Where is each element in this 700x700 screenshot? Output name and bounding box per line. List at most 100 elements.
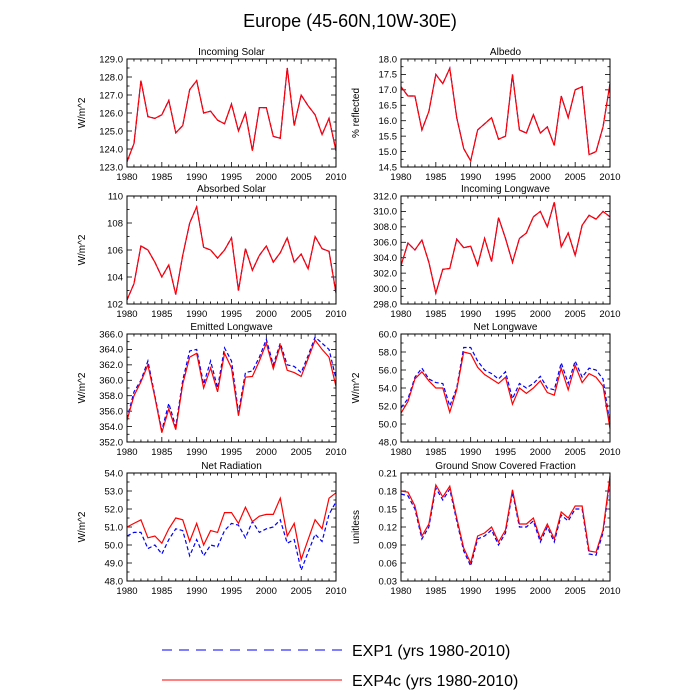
ground-snow-covered-fraction-exp1-line [400,478,611,568]
emitted-longwave-ytick-label: 366.0 [99,329,123,340]
incoming-longwave-xtick-label: 1995 [495,309,516,320]
incoming-solar-panel: Incoming Solar W/m^2 1980 1985 1990 1995 2000 2… [77,47,347,183]
incoming-longwave-title: Incoming Longwave [461,184,550,195]
incoming-longwave-exp4c-line [400,202,611,296]
incoming-solar-xtick-label: 2000 [256,172,277,183]
emitted-longwave-xtick-label: 2010 [325,447,346,458]
incoming-solar-ytick-label: 125.0 [99,126,123,137]
absorbed-solar-panel: Absorbed Solar W/m^2 1980 1985 1990 1995 2000 2… [77,184,347,320]
incoming-solar-exp4c-line [126,67,337,162]
albedo-xtick-label: 2005 [565,172,586,183]
net-longwave-ytick-label: 56.0 [379,365,398,376]
ground-snow-covered-fraction-ytick-label: 0.03 [379,576,398,587]
albedo-ytick-label: 15.0 [379,147,398,158]
ground-snow-covered-fraction-exp4c-line [400,475,611,565]
net-longwave-xtick-label: 1985 [425,447,446,458]
absorbed-solar-xtick-label: 2005 [291,309,312,320]
incoming-longwave-xtick-label: 2000 [530,309,551,320]
incoming-solar-ytick-label: 129.0 [99,54,123,65]
legend: EXP1 (yrs 1980-2010) EXP4c (yrs 1980-2010… [162,643,518,690]
absorbed-solar-ytick-label: 108 [107,218,123,229]
net-longwave-ylabel: W/m^2 [351,372,362,403]
incoming-solar-xtick-label: 1980 [116,172,137,183]
emitted-longwave-ytick-label: 356.0 [99,406,123,417]
absorbed-solar-title: Absorbed Solar [197,184,267,195]
net-radiation-xtick-label: 1995 [221,586,242,597]
ground-snow-covered-fraction-xtick-label: 2005 [565,586,586,597]
emitted-longwave-ylabel: W/m^2 [77,372,88,403]
albedo-ytick-label: 17.5 [379,70,398,81]
emitted-longwave-xtick-label: 1980 [116,447,137,458]
absorbed-solar-exp4c-line [126,204,337,301]
ground-snow-covered-fraction-panel: Ground Snow Covered Fraction unitless 1980… [351,461,621,597]
figure-title: Europe (45-60N,10W-30E) [243,11,457,31]
net-longwave-panel: Net Longwave W/m^2 1980 1985 1990 1995 2000 200… [351,322,621,458]
net-radiation-xtick-label: 2000 [256,586,277,597]
albedo-xtick-label: 2010 [599,172,620,183]
net-radiation-xtick-label: 1980 [116,586,137,597]
absorbed-solar-ytick-label: 110 [108,191,123,202]
ground-snow-covered-fraction-frame [400,472,611,582]
albedo-ytick-label: 16.0 [379,116,398,127]
albedo-ytick-label: 14.5 [379,162,398,173]
albedo-frame [400,58,611,168]
incoming-solar-ytick-label: 123.0 [99,162,123,173]
incoming-solar-ylabel: W/m^2 [77,97,88,128]
absorbed-solar-xtick-label: 1995 [221,309,242,320]
net-longwave-frame [400,333,611,443]
ground-snow-covered-fraction-title: Ground Snow Covered Fraction [435,461,576,472]
net-longwave-xtick-label: 2005 [565,447,586,458]
absorbed-solar-ytick-label: 106 [107,245,123,256]
albedo-panel: Albedo % reflected 1980 1985 1990 1995 2000 200… [351,47,621,183]
net-longwave-ytick-label: 54.0 [379,383,398,394]
albedo-xtick-label: 1980 [390,172,411,183]
net-longwave-ytick-label: 52.0 [379,401,398,412]
net-radiation-ytick-label: 50.0 [105,540,124,551]
ground-snow-covered-fraction-xtick-label: 2010 [599,586,620,597]
emitted-longwave-panel: Emitted Longwave W/m^2 1980 1985 1990 1995 200… [77,322,347,458]
emitted-longwave-xtick-label: 1985 [151,447,172,458]
absorbed-solar-frame [126,195,337,305]
net-radiation-ytick-label: 48.0 [105,576,124,587]
incoming-solar-ytick-label: 124.0 [99,144,123,155]
incoming-solar-xtick-label: 2010 [325,172,346,183]
albedo-xtick-label: 1990 [460,172,481,183]
incoming-longwave-panel: Incoming Longwave 1980 1985 1990 1995 2000 200… [373,184,620,320]
net-radiation-ytick-label: 53.0 [105,486,124,497]
ground-snow-covered-fraction-xtick-label: 1980 [390,586,411,597]
emitted-longwave-xtick-label: 2005 [291,447,312,458]
albedo-ytick-label: 18.0 [379,54,398,65]
albedo-xtick-label: 2000 [530,172,551,183]
emitted-longwave-ytick-label: 362.0 [99,360,123,371]
emitted-longwave-xtick-label: 2000 [256,447,277,458]
incoming-solar-xtick-label: 2005 [291,172,312,183]
incoming-longwave-xtick-label: 1980 [390,309,411,320]
emitted-longwave-frame [126,333,337,443]
incoming-longwave-ytick-label: 300.0 [373,284,397,295]
ground-snow-covered-fraction-xtick-label: 1995 [495,586,516,597]
albedo-ylabel: % reflected [351,88,362,138]
incoming-longwave-ytick-label: 298.0 [373,299,397,310]
net-longwave-ytick-label: 48.0 [379,437,398,448]
net-longwave-exp4c-line [400,351,611,429]
absorbed-solar-xtick-label: 2010 [325,309,346,320]
absorbed-solar-xtick-label: 1985 [151,309,172,320]
incoming-longwave-xtick-label: 2010 [599,309,620,320]
legend-label-exp4c: EXP4c (yrs 1980-2010) [352,673,518,690]
ground-snow-covered-fraction-xtick-label: 2000 [530,586,551,597]
ground-snow-covered-fraction-xtick-label: 1985 [425,586,446,597]
albedo-xtick-label: 1985 [425,172,446,183]
emitted-longwave-xtick-label: 1990 [186,447,207,458]
albedo-exp4c-line [400,66,611,163]
absorbed-solar-ytick-label: 102 [107,299,123,310]
incoming-longwave-ytick-label: 302.0 [373,268,397,279]
incoming-solar-xtick-label: 1995 [221,172,242,183]
incoming-solar-ytick-label: 126.0 [99,108,123,119]
net-longwave-xtick-label: 2000 [530,447,551,458]
net-radiation-xtick-label: 1990 [186,586,207,597]
absorbed-solar-xtick-label: 1980 [116,309,137,320]
incoming-solar-xtick-label: 1990 [186,172,207,183]
incoming-longwave-ytick-label: 304.0 [373,253,397,264]
net-radiation-frame [126,472,337,582]
incoming-solar-frame [126,58,337,168]
